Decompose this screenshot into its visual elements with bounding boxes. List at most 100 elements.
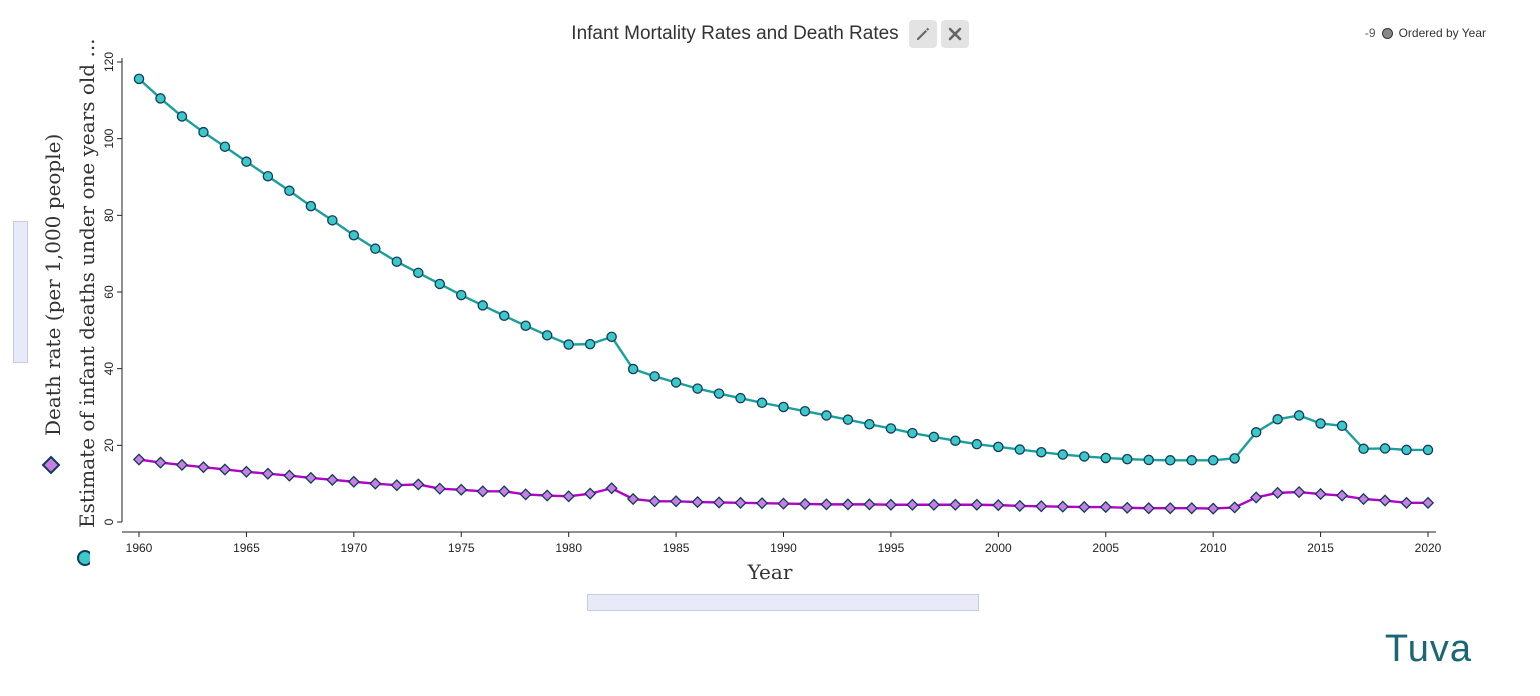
death-rate-point [1421, 496, 1435, 509]
death-rate-point [175, 458, 189, 472]
infant-deaths-point [907, 427, 918, 439]
death-rate-point [562, 490, 575, 503]
death-rate-point [777, 497, 790, 510]
death-rate-point [1035, 500, 1048, 513]
infant-deaths-point [1272, 414, 1283, 425]
death-rate-point [519, 488, 532, 501]
death-rate-point [1228, 501, 1241, 514]
infant-deaths-point [1336, 420, 1348, 432]
infant-deaths-point [1057, 449, 1069, 460]
infant-deaths-point [477, 300, 488, 311]
death-rate-point [584, 487, 597, 500]
death-rate-point [648, 495, 661, 508]
infant-deaths-point [198, 126, 209, 138]
infant-deaths-point [1186, 455, 1197, 466]
death-rate-point [1185, 502, 1198, 515]
close-icon[interactable] [940, 20, 969, 48]
chart-title[interactable]: Infant Mortality Rates and Death Rates [571, 23, 899, 44]
death-rate-point [1078, 500, 1091, 514]
x-tick-label: 1990 [770, 541, 797, 555]
death-rate-point [1099, 500, 1112, 514]
death-rate-point [1271, 486, 1284, 499]
x-tick-label: 1965 [233, 541, 260, 555]
y-axis-drop-zone[interactable] [13, 221, 28, 363]
diamond-marker-icon [41, 455, 61, 475]
x-axis-drop-zone[interactable] [587, 594, 979, 611]
death-rate-point [712, 496, 726, 509]
x-axis-label[interactable]: Year [747, 560, 793, 584]
ordering-legend[interactable]: -9 Ordered by Year [1365, 26, 1486, 40]
infant-deaths-point [413, 267, 424, 279]
death-rate-point [433, 482, 446, 495]
death-rate-point [132, 453, 146, 466]
infant-deaths-point [520, 320, 531, 331]
circle-marker-icon [1381, 27, 1393, 39]
infant-deaths-point [1036, 446, 1047, 458]
death-rate-point [541, 489, 554, 502]
infant-deaths-point [563, 339, 574, 350]
death-rate-point [261, 467, 275, 480]
infant-deaths-point [1315, 418, 1326, 429]
death-rate-point [455, 483, 468, 496]
death-rate-point [755, 497, 769, 510]
infant-deaths-point [1293, 410, 1305, 421]
infant-deaths-point [799, 405, 811, 417]
infant-deaths-point [284, 185, 295, 197]
infant-deaths-point [928, 431, 940, 443]
death-rate-point [218, 463, 232, 476]
death-rate-point [906, 498, 919, 511]
death-rate-point [1013, 499, 1026, 513]
infant-deaths-point [1121, 453, 1133, 465]
infant-deaths-point [541, 330, 553, 341]
infant-deaths-point [1250, 427, 1262, 438]
x-tick-label: 2020 [1415, 541, 1442, 555]
infant-deaths-point [1014, 444, 1026, 455]
death-rate-point [669, 495, 683, 508]
death-rate-point [970, 498, 983, 511]
infant-deaths-point [1207, 455, 1219, 466]
death-rate-point [605, 482, 618, 495]
death-rate-point [992, 499, 1005, 512]
infant-deaths-point [219, 141, 231, 152]
death-rate-point [1121, 501, 1134, 514]
death-rate-point [734, 496, 747, 509]
infant-deaths-point [735, 392, 746, 404]
x-tick-label: 1980 [555, 541, 582, 555]
y-tick-label: 40 [102, 362, 116, 376]
ordering-label: Ordered by Year [1398, 26, 1486, 40]
infant-deaths-point [434, 278, 446, 290]
pencil-icon[interactable] [908, 20, 937, 48]
infant-deaths-point [1164, 455, 1176, 466]
death-rate-point [820, 498, 833, 511]
infant-deaths-point [176, 111, 188, 122]
death-rate-point [498, 485, 511, 498]
death-rate-point [863, 498, 876, 511]
infant-deaths-point [950, 435, 961, 446]
infant-deaths-point [1422, 444, 1434, 456]
infant-deaths-point [1358, 443, 1369, 455]
death-rate-point [1357, 492, 1370, 506]
infant-deaths-point [327, 215, 338, 226]
infant-deaths-point [241, 156, 252, 167]
y-axis-legend-markers [41, 455, 90, 566]
death-rate-point [927, 498, 941, 511]
death-rate-point [240, 465, 253, 478]
infant-deaths-point [670, 377, 682, 388]
infant-deaths-point [305, 200, 317, 212]
death-rate-point [1335, 489, 1349, 502]
infant-deaths-point [498, 310, 510, 322]
infant-deaths-point [584, 338, 596, 350]
infant-deaths-point [455, 289, 467, 301]
y-tick-label: 80 [102, 208, 116, 222]
infant-deaths-point [821, 410, 832, 421]
y-tick-label: 60 [102, 285, 116, 299]
y-tick-label: 120 [102, 52, 116, 72]
death-rate-point [1378, 494, 1392, 507]
infant-deaths-point [1379, 443, 1391, 454]
death-rate-point [949, 498, 962, 511]
infant-deaths-point [1100, 452, 1112, 464]
death-rate-point [390, 479, 403, 492]
death-rate-point [304, 471, 317, 485]
death-rate-point [1056, 500, 1069, 513]
